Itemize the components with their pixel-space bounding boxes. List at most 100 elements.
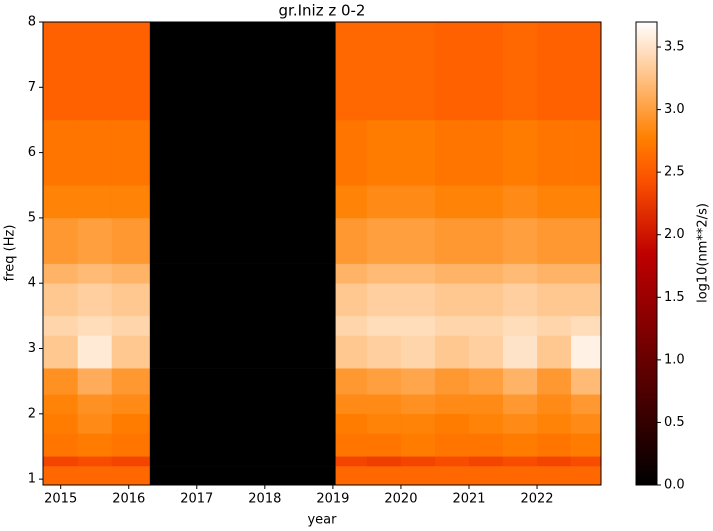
heat-cell (434, 283, 470, 317)
heat-cell (77, 315, 113, 336)
heat-cell (43, 433, 79, 457)
heat-cell (43, 456, 79, 467)
heat-cell (571, 413, 602, 434)
heat-cell (149, 283, 336, 317)
heat-cell (537, 315, 572, 336)
heat-cell (43, 315, 79, 336)
heat-cell (149, 185, 336, 219)
heat-cell (503, 433, 538, 457)
heat-cell (43, 119, 79, 186)
heat-cell (111, 433, 151, 457)
heat-cell (111, 217, 151, 264)
heat-cell (335, 466, 368, 486)
heat-cell (335, 283, 368, 317)
heat-cell (43, 263, 79, 284)
heat-cell (434, 394, 470, 415)
heat-cell (366, 185, 402, 219)
heat-cell (77, 22, 113, 121)
heat-cell (434, 185, 470, 219)
y-tick-label: 2 (28, 406, 36, 421)
heat-cell (149, 263, 336, 284)
heat-cell (434, 22, 470, 121)
y-tick-label: 8 (28, 15, 36, 30)
heat-cell (149, 315, 336, 336)
heat-cell (400, 185, 436, 219)
heat-cell (571, 456, 602, 467)
heat-cell (468, 119, 504, 186)
x-tick-label: 2019 (316, 492, 349, 507)
heat-cell (77, 413, 113, 434)
heat-cell (77, 119, 113, 186)
heat-cell (366, 368, 402, 395)
heat-cell (335, 263, 368, 284)
colorbar-tick-label: 0.0 (664, 478, 685, 493)
heat-cell (77, 394, 113, 415)
heat-cell (149, 119, 336, 186)
heat-cell (571, 283, 602, 317)
heat-cell (468, 335, 504, 369)
x-tick-label: 2020 (384, 492, 417, 507)
heat-cell (468, 185, 504, 219)
heat-cell (111, 466, 151, 486)
heat-cell (400, 413, 436, 434)
heat-cell (503, 185, 538, 219)
heat-cell (434, 335, 470, 369)
heat-cell (43, 413, 79, 434)
heat-cell (571, 22, 602, 121)
heat-cell (366, 413, 402, 434)
heat-cell (366, 263, 402, 284)
heat-cell (400, 263, 436, 284)
x-tick-label: 2018 (248, 492, 281, 507)
x-axis-label: year (307, 513, 337, 528)
heat-cell (537, 335, 572, 369)
heat-cell (400, 119, 436, 186)
y-tick-label: 3 (28, 341, 36, 356)
heat-cell (434, 466, 470, 486)
heat-cell (571, 119, 602, 186)
heat-cell (111, 335, 151, 369)
heat-cell (366, 456, 402, 467)
heat-cell (43, 394, 79, 415)
colorbar-tick-label: 2.5 (664, 165, 685, 180)
heat-cell (400, 283, 436, 317)
colorbar-tick-label: 3.0 (664, 102, 685, 117)
heat-cell (503, 335, 538, 369)
heat-cell (434, 368, 470, 395)
heat-cell (503, 368, 538, 395)
y-tick-label: 4 (28, 276, 36, 291)
heat-cell (111, 315, 151, 336)
heat-cell (434, 217, 470, 264)
heat-cell (43, 335, 79, 369)
heat-cell (149, 335, 336, 369)
heat-cell (537, 217, 572, 264)
colorbar-label: log10(nm**2/s) (696, 203, 711, 303)
heat-cell (43, 217, 79, 264)
heat-cell (468, 283, 504, 317)
heat-cell (111, 283, 151, 317)
heat-cell (503, 22, 538, 121)
colorbar (635, 21, 658, 486)
heat-cell (77, 217, 113, 264)
heat-cell (111, 263, 151, 284)
heat-cell (335, 394, 368, 415)
heat-cell (335, 368, 368, 395)
heat-cell (335, 413, 368, 434)
heat-cell (77, 368, 113, 395)
heat-cell (434, 413, 470, 434)
heat-cell (366, 119, 402, 186)
x-tick-label: 2015 (44, 492, 77, 507)
heat-cell (111, 456, 151, 467)
heat-cell (537, 394, 572, 415)
heat-cell (503, 119, 538, 186)
heat-cell (434, 119, 470, 186)
heat-cell (571, 335, 602, 369)
heat-cell (400, 466, 436, 486)
heat-cell (43, 283, 79, 317)
heat-cell (503, 217, 538, 264)
heat-cell (468, 263, 504, 284)
heat-cell (400, 335, 436, 369)
heat-cell (335, 22, 368, 121)
heat-cell (468, 466, 504, 486)
colorbar-tick-label: 3.5 (664, 40, 685, 55)
